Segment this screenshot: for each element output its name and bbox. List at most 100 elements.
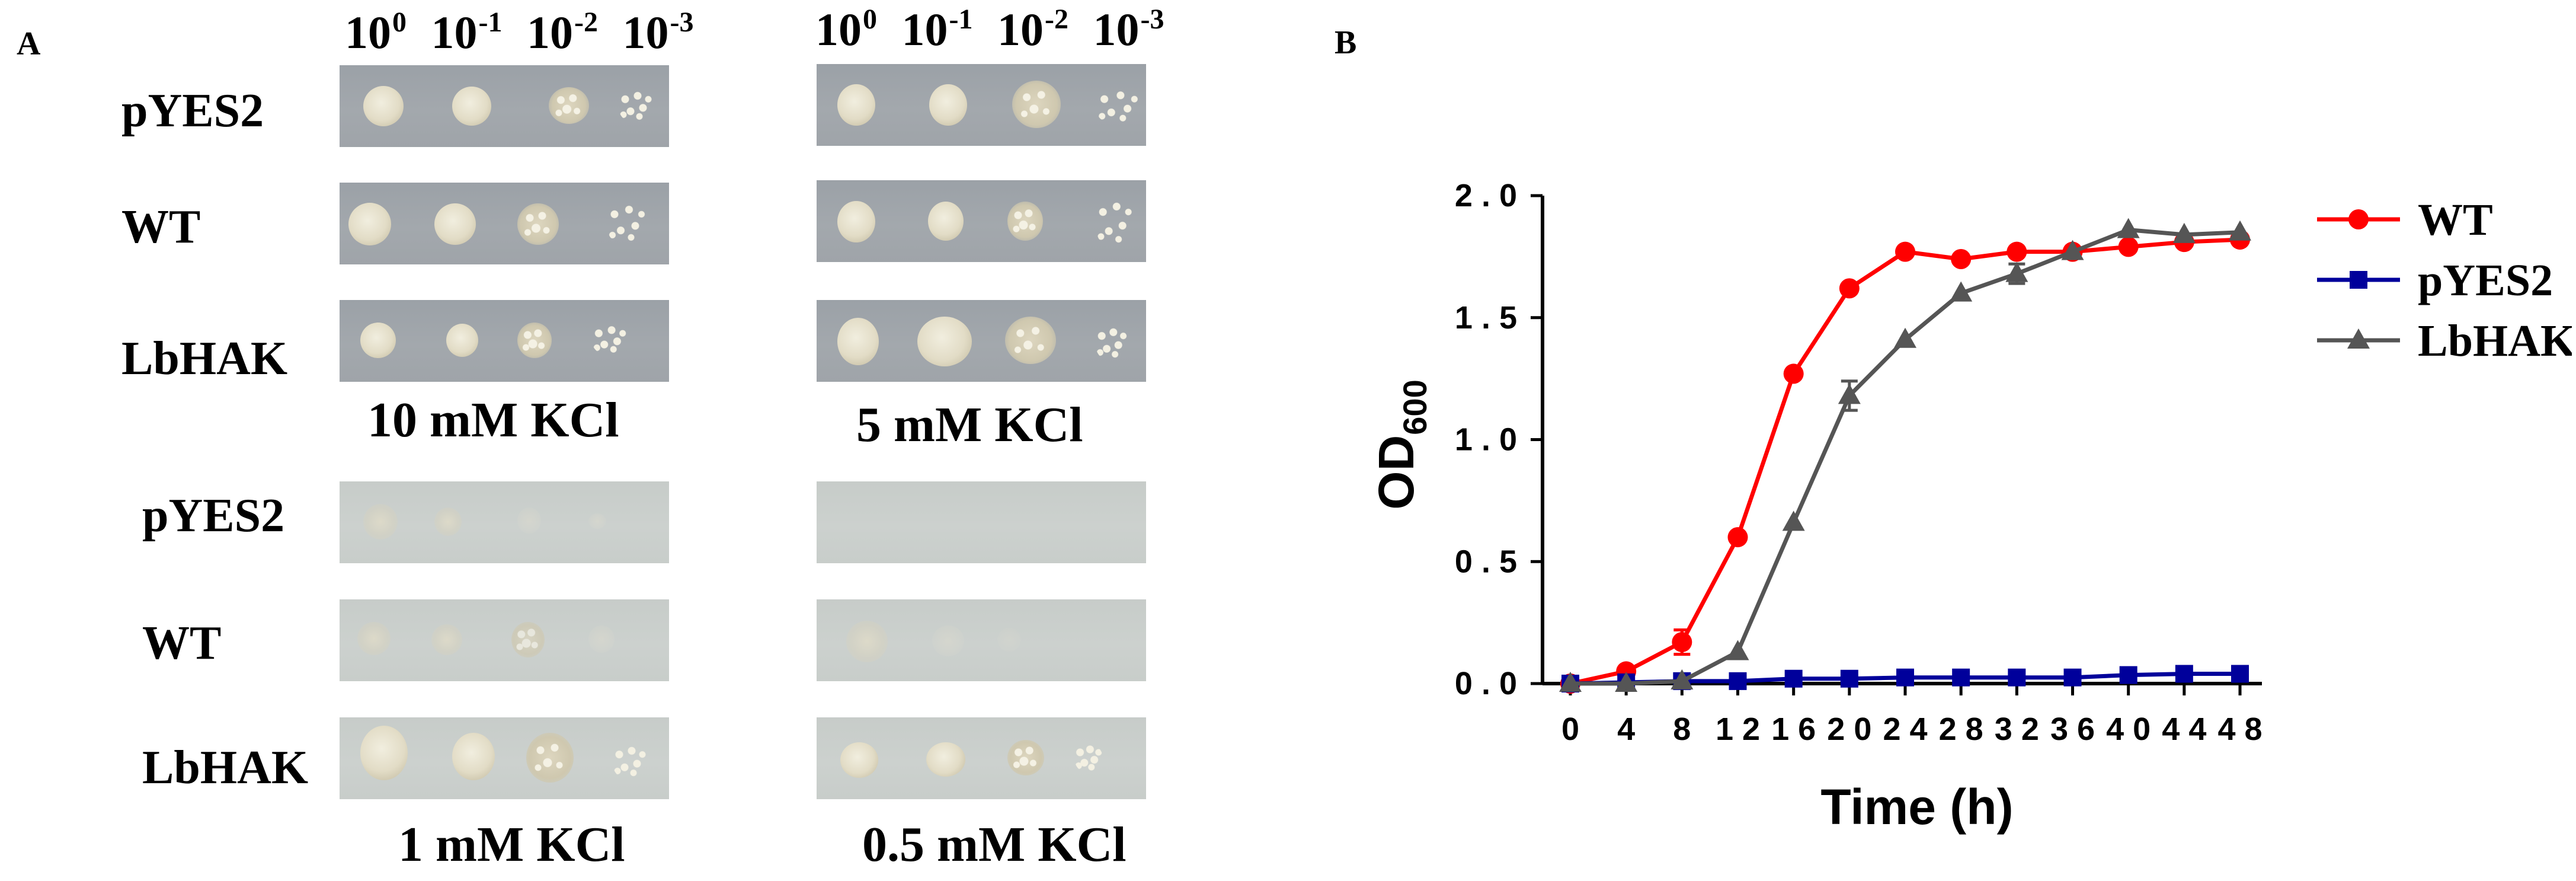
series-line-wt xyxy=(1570,237,2241,686)
x-tick-label: 3 6 xyxy=(2050,711,2095,747)
row-label-wt: WT xyxy=(142,617,222,669)
y-ticks: 0 . 0 0 . 5 1 . 0 1 . 5 2 . 0 xyxy=(1455,178,1543,701)
colony-spot xyxy=(1095,325,1128,362)
data-point-lbhak xyxy=(1726,640,1749,660)
colony-spot xyxy=(926,742,965,777)
colony-spot xyxy=(452,87,491,126)
colony-spot xyxy=(549,87,589,124)
growth-curve-chart: Time (h) OD600 0 . 0 0 . 5 1 . 0 1 . 5 2 . 0… xyxy=(1368,178,2572,835)
colony-spot xyxy=(591,324,628,356)
colony-spot xyxy=(431,624,462,655)
plate-5mm-pyes2 xyxy=(817,64,1146,146)
colony-spot xyxy=(1074,743,1103,773)
colony-spot xyxy=(434,507,462,536)
colony-spot xyxy=(357,622,391,655)
colony-spot xyxy=(929,84,967,126)
dilution-label: 100 xyxy=(345,7,407,58)
colony-spot xyxy=(1005,317,1056,364)
colony-spot xyxy=(511,622,545,657)
colony-spot xyxy=(1095,88,1141,126)
data-point-wt xyxy=(1672,632,1692,653)
data-point-lbhak xyxy=(1950,281,1973,302)
colony-spot xyxy=(434,203,476,245)
y-tick-label: 1 . 5 xyxy=(1455,300,1517,336)
colony-spot xyxy=(360,323,396,358)
data-point-wt xyxy=(1727,527,1748,548)
data-point-wt xyxy=(2118,237,2139,257)
plate-1mm-pyes2 xyxy=(340,481,669,563)
x-tick-label: 4 8 xyxy=(2217,711,2262,747)
dilution-label: 10-2 xyxy=(997,4,1068,55)
data-point-lbhak xyxy=(2117,218,2140,238)
dilution-label: 10-2 xyxy=(526,7,598,58)
plate-10mm-lbhak xyxy=(340,300,669,382)
x-tick-label: 8 xyxy=(1673,711,1691,747)
row-label-pyes2: pYES2 xyxy=(121,85,264,137)
dilution-label: 10-3 xyxy=(1093,4,1164,55)
colony-spot xyxy=(517,507,541,534)
data-point-pyes2 xyxy=(1840,669,1858,688)
series-wt xyxy=(1560,229,2250,694)
series-lbhak xyxy=(1559,218,2251,692)
plate-05mm-pyes2 xyxy=(817,481,1146,563)
data-point-wt xyxy=(2007,241,2027,262)
data-point-pyes2 xyxy=(2063,668,2082,687)
y-tick-label: 2 . 0 xyxy=(1455,178,1517,213)
plate-5mm-lbhak xyxy=(817,300,1146,382)
row-label-wt: WT xyxy=(121,201,201,253)
colony-spot xyxy=(837,318,879,365)
x-tick-label: 2 4 xyxy=(1883,711,1927,747)
data-point-pyes2 xyxy=(2231,665,2249,683)
row-label-lbhak: LbHAK xyxy=(142,742,309,794)
plate-05mm-wt xyxy=(817,599,1146,681)
colony-spot xyxy=(618,89,654,123)
x-tick-label: 4 xyxy=(1617,711,1635,747)
x-tick-label: 1 6 xyxy=(1771,711,1816,747)
colony-spot xyxy=(1012,81,1061,128)
data-point-wt xyxy=(1839,278,1860,299)
condition-label: 5 mM KCl xyxy=(856,397,1083,452)
x-tick-label: 4 0 xyxy=(2106,711,2151,747)
colony-spot xyxy=(360,726,408,780)
data-point-pyes2 xyxy=(1896,668,1914,687)
colony-spot xyxy=(517,203,559,245)
data-point-pyes2 xyxy=(2175,665,2193,683)
colony-spot xyxy=(1095,196,1134,250)
dilution-header-left: 100 10-1 10-2 10-3 xyxy=(345,6,693,59)
data-point-lbhak xyxy=(1782,510,1805,531)
colony-spot xyxy=(997,628,1021,652)
legend: WT pYES2 LbHAK xyxy=(2317,195,2572,366)
data-point-lbhak xyxy=(1894,327,1916,348)
plate-05mm-lbhak xyxy=(817,717,1146,799)
y-tick-label: 0 . 5 xyxy=(1455,544,1517,579)
dilution-header-right: 100 10-1 10-2 10-3 xyxy=(815,3,1164,56)
x-tick-label: 1 2 xyxy=(1716,711,1760,747)
x-ticks: 0 4 8 1 2 1 6 2 0 2 4 2 8 3 2 3 6 4 0 4 4 4 8 xyxy=(1561,684,2263,747)
x-axis-title: Time (h) xyxy=(1820,779,2013,835)
colony-spot xyxy=(928,202,964,241)
colony-spot xyxy=(932,625,964,656)
series-line-lbhak xyxy=(1570,228,2241,686)
row-label-pyes2: pYES2 xyxy=(142,490,285,542)
condition-label: 1 mM KCl xyxy=(398,817,625,872)
data-point-pyes2 xyxy=(1729,672,1747,690)
data-point-lbhak xyxy=(1559,672,1582,692)
data-point-lbhak xyxy=(2005,261,2028,282)
data-point-pyes2 xyxy=(1784,669,1803,688)
colony-spot xyxy=(837,84,875,126)
colony-spot xyxy=(840,742,878,778)
colony-spot xyxy=(363,86,404,126)
legend-marker-pyes2 xyxy=(2350,271,2367,289)
colony-spot xyxy=(846,621,888,662)
legend-marker-wt xyxy=(2348,209,2369,229)
colony-spot xyxy=(917,317,972,366)
plate-10mm-pyes2 xyxy=(340,65,669,147)
data-point-lbhak xyxy=(1838,384,1861,404)
dilution-label: 10-3 xyxy=(622,7,694,58)
colony-spot xyxy=(1007,740,1044,775)
series-group xyxy=(1559,218,2251,694)
y-tick-label: 0 . 0 xyxy=(1455,666,1517,701)
legend-label-lbhak: LbHAK xyxy=(2418,316,2572,366)
plate-1mm-wt xyxy=(340,599,669,681)
colony-spot xyxy=(837,201,875,242)
